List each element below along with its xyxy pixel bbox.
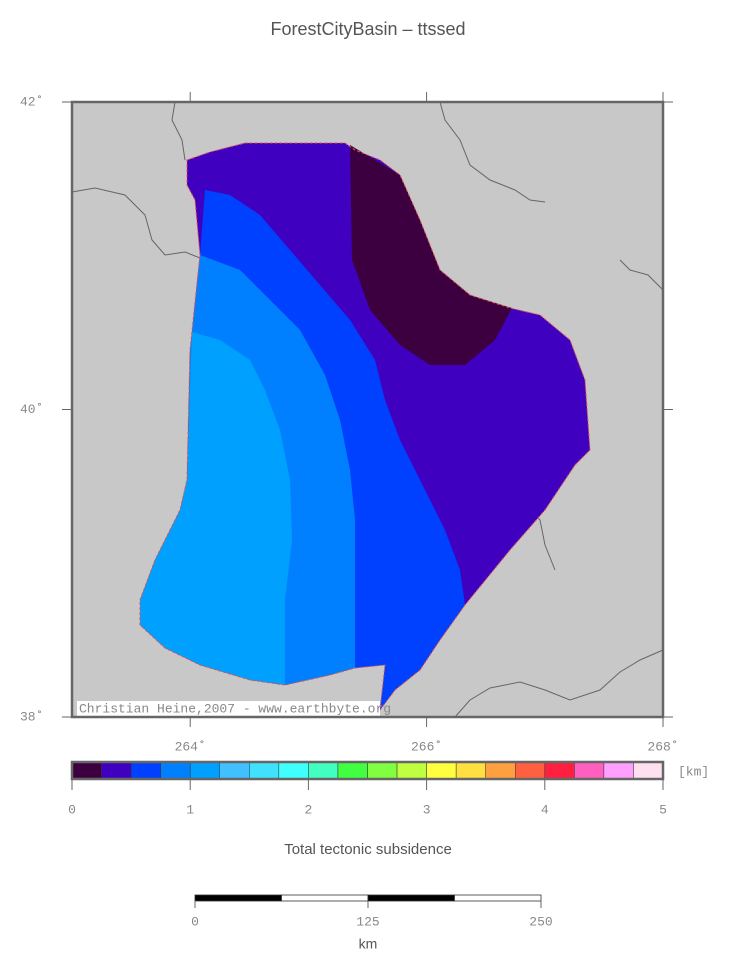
colorbar-swatch (160, 761, 191, 780)
scalebar-tick-label: 250 (529, 914, 552, 929)
lon-label: 264˚ (175, 739, 206, 754)
colorbar-swatch (544, 761, 575, 780)
scalebar-segment (454, 894, 542, 902)
lat-label: 38˚ (20, 709, 43, 724)
colorbar-swatch (515, 761, 546, 780)
colorbar-swatch (574, 761, 605, 780)
lat-label: 40˚ (20, 402, 43, 417)
colorbar-swatch (278, 761, 309, 780)
colorbar-tick-label: 2 (304, 802, 312, 817)
colorbar-tick-label: 5 (659, 802, 667, 817)
river (454, 649, 664, 718)
colorbar-tick-label: 4 (541, 802, 549, 817)
colorbar-swatch (189, 761, 220, 780)
colorbar-swatch (71, 761, 102, 780)
credit-box (77, 701, 380, 716)
zone (350, 145, 512, 365)
colorbar-unit: [km] (678, 764, 709, 779)
colorbar-swatch (249, 761, 280, 780)
scalebar-unit: km (359, 936, 378, 952)
scalebar-segment (281, 894, 369, 902)
river (71, 187, 201, 259)
colorbar-swatch (426, 761, 457, 780)
scalebar-segment (194, 894, 282, 902)
colorbar-label: Total tectonic subsidence (284, 841, 452, 858)
river (171, 101, 186, 161)
colorbar-swatch (337, 761, 368, 780)
river (619, 259, 664, 291)
colorbar-swatch (455, 761, 486, 780)
colorbar-tick-label: 1 (186, 802, 194, 817)
colorbar-swatch (603, 761, 634, 780)
scalebar-tick-label: 0 (191, 914, 199, 929)
colorbar-swatch (130, 761, 161, 780)
colorbar-tick-label: 0 (68, 802, 76, 817)
credit: Christian Heine,2007 - www.earthbyte.org (79, 701, 391, 716)
basin-outline (139, 142, 591, 712)
colorbar-swatch (308, 761, 339, 780)
colorbar-swatch (219, 761, 250, 780)
lon-label: 268˚ (647, 739, 678, 754)
colorbar-frame (70, 760, 665, 781)
colorbar-swatch (367, 761, 398, 780)
scalebar-segment (367, 894, 455, 902)
basin (139, 142, 591, 712)
colorbar-swatch (101, 761, 132, 780)
zone (140, 332, 292, 685)
colorbar-swatch (485, 761, 516, 780)
scalebar-tick-label: 125 (356, 914, 379, 929)
lat-label: 42˚ (20, 94, 43, 109)
colorbar-tick-label: 3 (423, 802, 431, 817)
colorbar-swatch (396, 761, 427, 780)
lon-label: 266˚ (411, 739, 442, 754)
colorbar-swatch (633, 761, 664, 780)
river (439, 101, 546, 203)
title: ForestCityBasin – ttssed (270, 19, 465, 39)
